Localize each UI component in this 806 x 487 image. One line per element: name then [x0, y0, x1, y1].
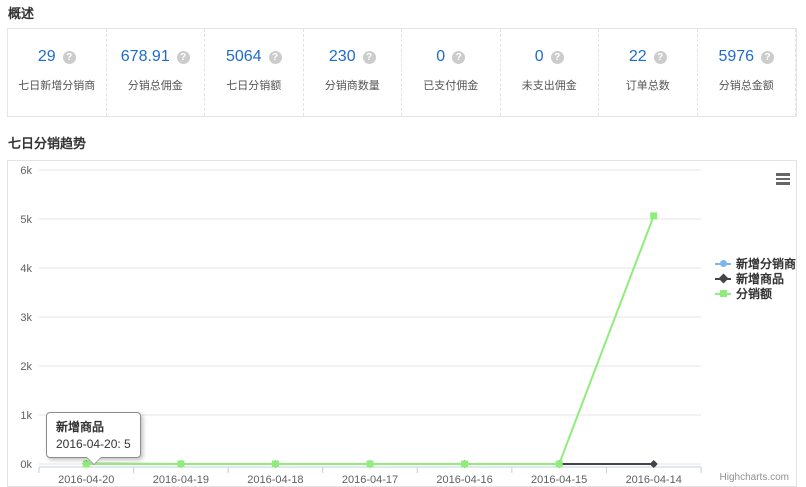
stat-card-total-commission: 678.91 ? 分销总佣金 — [107, 29, 205, 116]
stat-value: 5976 — [718, 48, 755, 65]
line-square-marker-icon — [715, 290, 731, 298]
overview-stats-panel: 29 ? 七日新增分销商 678.91 ? 分销总佣金 5064 ? 七日分销额… — [7, 28, 797, 117]
stat-value: 22 — [628, 48, 647, 65]
help-icon[interactable]: ? — [176, 50, 190, 64]
tooltip-series-name: 新增商品 — [56, 420, 105, 434]
stat-value: 0 — [534, 48, 544, 65]
svg-text:0k: 0k — [20, 459, 32, 471]
stat-label: 分销总金额 — [718, 80, 774, 92]
stat-value: 230 — [328, 48, 356, 65]
stat-value: 29 — [37, 48, 56, 65]
stat-card-order-total: 22 ? 订单总数 — [599, 29, 698, 116]
stat-card-paid-commission: 0 ? 已支付佣金 — [402, 29, 501, 116]
legend-item-new-products[interactable]: 新增商品 — [715, 271, 796, 286]
svg-text:5k: 5k — [20, 214, 32, 226]
tooltip-value: 2016-04-20: 5 — [56, 437, 131, 451]
stat-label: 分销总佣金 — [127, 80, 183, 92]
help-icon[interactable]: ? — [452, 50, 466, 64]
stat-label: 七日分销额 — [226, 80, 282, 92]
stat-card-new-distributors-7d: 29 ? 七日新增分销商 — [8, 29, 107, 116]
chart-legend: 新增分销商 新增商品 分销额 — [715, 256, 796, 301]
stat-card-total-amount: 5976 ? 分销总金额 — [698, 29, 796, 116]
chart-tooltip: 新增商品 2016-04-20: 5 — [46, 412, 141, 465]
help-icon[interactable]: ? — [362, 50, 376, 64]
stat-value: 0 — [436, 48, 446, 65]
stat-card-distributor-count: 230 ? 分销商数量 — [304, 29, 402, 116]
legend-label: 新增分销商 — [736, 257, 797, 271]
legend-label: 新增商品 — [736, 272, 785, 286]
help-icon[interactable]: ? — [653, 50, 667, 64]
svg-text:1k: 1k — [20, 410, 32, 422]
stat-value: 678.91 — [120, 48, 170, 65]
svg-text:4k: 4k — [20, 263, 32, 275]
line-diamond-marker-icon — [715, 260, 731, 268]
legend-item-sales-amount[interactable]: 分销额 — [715, 286, 796, 301]
line-diamond-marker-icon — [715, 273, 731, 284]
help-icon[interactable]: ? — [268, 50, 282, 64]
stat-card-sales-7d: 5064 ? 七日分销额 — [205, 29, 304, 116]
legend-item-new-distributors[interactable]: 新增分销商 — [715, 256, 796, 271]
hamburger-icon — [776, 182, 790, 185]
trend-section-title: 七日分销趋势 — [8, 136, 87, 151]
highcharts-credit-link[interactable]: Highcharts.com — [719, 472, 789, 483]
svg-text:2k: 2k — [20, 361, 32, 373]
svg-text:6k: 6k — [20, 165, 32, 177]
stat-label: 订单总数 — [625, 80, 670, 92]
trend-chart-panel: 0k 1k 2k 3k 4k 5k 6k 2016-04-20 2016-04-19 2016-0… — [7, 160, 797, 487]
stat-label: 未支出佣金 — [521, 80, 577, 92]
stat-label: 分销商数量 — [324, 80, 380, 92]
stat-card-unpaid-commission: 0 ? 未支出佣金 — [501, 29, 599, 116]
help-icon[interactable]: ? — [550, 50, 564, 64]
stat-label: 已支付佣金 — [423, 80, 479, 92]
help-icon[interactable]: ? — [62, 50, 76, 64]
help-icon[interactable]: ? — [761, 50, 775, 64]
overview-section-title: 概述 — [8, 6, 35, 21]
hamburger-icon — [776, 173, 790, 176]
legend-label: 分销额 — [736, 287, 773, 301]
stat-value: 5064 — [225, 48, 262, 65]
svg-text:3k: 3k — [20, 312, 32, 324]
chart-export-menu-button[interactable] — [773, 172, 793, 188]
hamburger-icon — [776, 177, 790, 180]
stat-label: 七日新增分销商 — [18, 80, 96, 92]
